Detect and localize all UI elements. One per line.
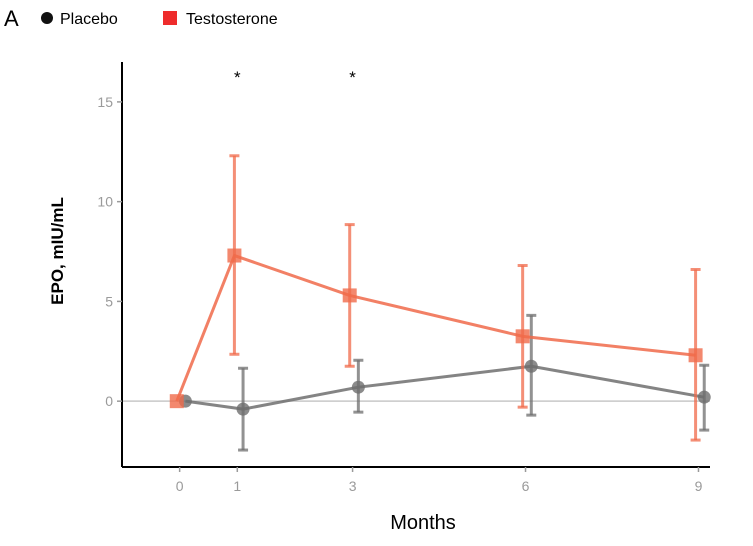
y-axis-title: EPO, mIU/mL xyxy=(48,197,67,305)
y-tick-label: 10 xyxy=(97,194,113,210)
x-tick-label: 0 xyxy=(176,478,184,494)
significance-asterisk: * xyxy=(349,68,356,87)
plot-area: 0 5 10 15 0 1 3 6 9 * * xyxy=(97,62,711,494)
legend-placebo-marker xyxy=(41,12,53,24)
testosterone-point xyxy=(342,288,357,303)
placebo-point xyxy=(524,359,538,373)
significance-asterisk: * xyxy=(234,68,241,87)
x-axis-title: Months xyxy=(390,512,456,534)
testosterone-point xyxy=(227,248,242,263)
y-tick-label: 5 xyxy=(105,293,113,309)
x-tick-label: 6 xyxy=(522,478,530,494)
testosterone-point xyxy=(169,394,184,409)
legend-placebo-label: Placebo xyxy=(60,11,118,28)
y-tick-label: 0 xyxy=(105,393,113,409)
x-tick-label: 1 xyxy=(233,478,241,494)
x-tick-label: 3 xyxy=(349,478,357,494)
placebo-point xyxy=(351,380,365,394)
testosterone-point xyxy=(515,329,530,344)
placebo-line xyxy=(185,364,705,411)
placebo-point xyxy=(697,390,711,404)
testosterone-line xyxy=(175,254,696,402)
testosterone-point xyxy=(688,348,703,363)
placebo-point xyxy=(236,402,250,416)
y-tick-label: 15 xyxy=(97,94,113,110)
legend: Placebo Testosterone xyxy=(41,11,278,28)
x-tick-label: 9 xyxy=(695,478,703,494)
legend-testosterone-marker xyxy=(163,11,177,25)
legend-testosterone-label: Testosterone xyxy=(186,11,278,28)
panel-label: A xyxy=(4,6,19,31)
